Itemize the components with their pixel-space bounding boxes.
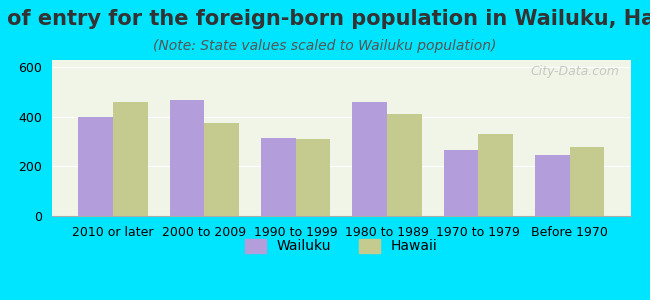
Bar — [569, 147, 604, 216]
Bar — [535, 154, 569, 216]
Bar — [387, 115, 422, 216]
Bar — [170, 100, 204, 216]
Bar — [296, 139, 330, 216]
Bar — [443, 150, 478, 216]
Text: Year of entry for the foreign-born population in Wailuku, Hawaii: Year of entry for the foreign-born popul… — [0, 9, 650, 29]
Bar — [113, 102, 148, 216]
Bar — [352, 102, 387, 216]
Legend: Wailuku, Hawaii: Wailuku, Hawaii — [239, 233, 443, 259]
Text: City-Data.com: City-Data.com — [530, 65, 619, 78]
Bar — [478, 134, 513, 216]
Text: (Note: State values scaled to Wailuku population): (Note: State values scaled to Wailuku po… — [153, 39, 497, 53]
Bar — [78, 117, 113, 216]
Bar — [261, 138, 296, 216]
Bar — [204, 123, 239, 216]
